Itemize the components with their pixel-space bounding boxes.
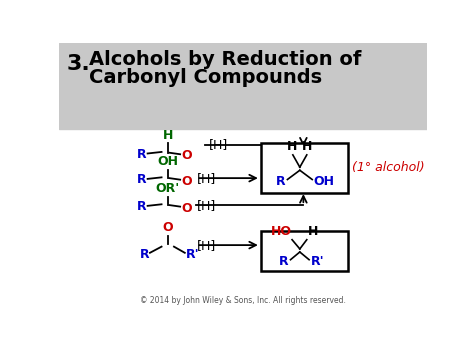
Text: R: R: [137, 200, 146, 213]
Text: R: R: [276, 175, 286, 187]
Text: O: O: [163, 221, 173, 234]
Text: O: O: [182, 149, 192, 162]
Text: R: R: [139, 248, 149, 261]
Text: (1° alcohol): (1° alcohol): [352, 161, 425, 174]
Text: H: H: [287, 140, 297, 153]
Bar: [261, 231, 347, 271]
Text: OH: OH: [157, 155, 178, 168]
Text: H: H: [302, 140, 313, 153]
Text: Alcohols by Reduction of: Alcohols by Reduction of: [89, 50, 361, 69]
Text: O: O: [182, 202, 192, 215]
Text: 3.: 3.: [67, 54, 91, 74]
Text: O: O: [182, 175, 192, 188]
Text: HO: HO: [271, 225, 292, 238]
Text: R: R: [137, 148, 146, 161]
Text: R': R': [310, 255, 324, 268]
Text: [H]: [H]: [197, 239, 217, 252]
Text: © 2014 by John Wiley & Sons, Inc. All rights reserved.: © 2014 by John Wiley & Sons, Inc. All ri…: [140, 296, 346, 305]
Text: H: H: [163, 129, 173, 142]
Bar: [261, 143, 347, 193]
Text: R': R': [186, 248, 200, 261]
Text: OH: OH: [314, 175, 335, 187]
Text: R: R: [279, 255, 289, 268]
Text: [H]: [H]: [197, 198, 217, 212]
Text: [H]: [H]: [209, 138, 228, 152]
Text: R: R: [137, 173, 146, 186]
Text: H: H: [308, 225, 318, 238]
Text: OR': OR': [155, 182, 180, 195]
Text: [H]: [H]: [197, 171, 217, 185]
Text: Carbonyl Compounds: Carbonyl Compounds: [89, 68, 322, 87]
Bar: [59, 43, 427, 129]
